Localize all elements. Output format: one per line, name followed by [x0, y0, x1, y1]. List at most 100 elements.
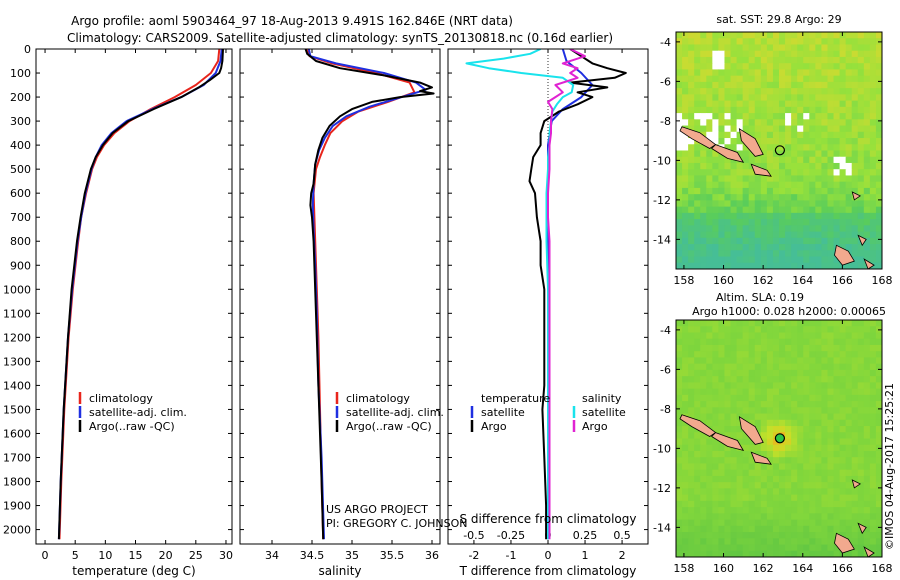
map-cell: [809, 388, 816, 396]
map-cell: [791, 544, 798, 552]
map-cell: [809, 444, 816, 452]
map-cell: [772, 494, 780, 502]
map-cell: [815, 156, 823, 164]
map-cell: [863, 244, 871, 251]
map-cell: [718, 475, 726, 483]
map-cell: [748, 256, 756, 264]
map-cell: [748, 357, 756, 365]
map-cell: [688, 156, 695, 164]
map-cell: [742, 244, 750, 251]
map-cell: [815, 513, 823, 521]
map-cell: [815, 450, 823, 458]
y-tick-label: 1500: [3, 403, 31, 416]
map-cell: [700, 256, 707, 264]
map-cell: [803, 413, 810, 421]
map-cell: [760, 138, 768, 145]
map-cell: [688, 426, 695, 433]
map-cell: [736, 244, 744, 251]
map-cell: [712, 194, 720, 201]
map-cell: [875, 212, 882, 220]
map-cell: [718, 131, 726, 139]
map-cell: [857, 81, 865, 89]
map-cell: [833, 469, 841, 477]
map-cell: [857, 326, 865, 334]
map-cell: [839, 519, 847, 527]
island-shape: [851, 191, 861, 201]
x-tick-label: 25: [189, 549, 203, 562]
map-cell: [682, 150, 689, 158]
map-cell: [700, 225, 707, 233]
map-cell: [839, 419, 847, 427]
map-cell: [706, 494, 713, 502]
map-cell: [772, 32, 780, 39]
map-cell: [785, 225, 792, 233]
map-cell: [851, 338, 859, 346]
map-cell: [694, 38, 701, 46]
map-cell: [821, 519, 829, 527]
map-cell: [700, 482, 707, 489]
map-cell: [785, 401, 792, 408]
map-cell: [827, 231, 835, 239]
map-cell: [863, 231, 871, 239]
map-cell: [797, 200, 804, 208]
map-cell: [815, 475, 823, 483]
map-cell: [821, 69, 829, 77]
map-cell: [845, 106, 853, 114]
map-cell: [827, 351, 835, 359]
map-cell: [748, 88, 756, 95]
map-cell: [833, 419, 841, 427]
map-cell: [851, 119, 859, 127]
map-cell: [682, 494, 689, 502]
map-cell: [833, 326, 841, 334]
x-tick-label: 20: [159, 549, 173, 562]
map-cell: [748, 56, 756, 64]
map-cell: [779, 488, 786, 496]
map-cell: [815, 88, 823, 95]
map-cell: [730, 206, 738, 214]
map-cell: [712, 550, 720, 557]
map-cell: [700, 513, 707, 521]
map-cell: [754, 256, 762, 264]
map-cell: [851, 469, 859, 477]
map-cell: [791, 494, 798, 502]
map-cell: [839, 401, 847, 408]
map-cell: [718, 94, 726, 102]
map-cell: [766, 32, 774, 39]
map-cell: [724, 144, 732, 152]
map-cell: [869, 225, 877, 233]
map-cell: [688, 369, 695, 377]
map-cell: [712, 413, 720, 421]
map-cell: [779, 357, 786, 365]
map-cell: [766, 419, 774, 427]
map-cell: [718, 100, 726, 108]
map-cell: [779, 187, 786, 195]
map-cell: [718, 162, 726, 170]
map-cell: [676, 500, 683, 508]
map-cell: [772, 94, 780, 102]
map-cell: [766, 351, 774, 359]
map-cell: [718, 463, 726, 471]
map-cell: [851, 113, 859, 120]
map-cell: [706, 206, 713, 214]
map-cell: [851, 262, 859, 269]
map-cell: [863, 256, 871, 264]
map-cell: [736, 513, 744, 521]
map-cell: [839, 50, 847, 58]
map-cell: [682, 106, 689, 114]
map-cell: [845, 320, 853, 327]
map-cell: [706, 376, 713, 383]
y-tick-label: 1200: [3, 331, 31, 344]
map-cell: [827, 419, 835, 427]
map-cell: [851, 63, 859, 71]
map-cell: [809, 463, 816, 471]
map-cell: [706, 394, 713, 402]
map-cell: [712, 450, 720, 458]
map-cell: [736, 457, 744, 465]
map-cell: [863, 475, 871, 483]
map-cell: [791, 237, 798, 245]
map-cell: [779, 413, 786, 421]
map-cell: [730, 338, 738, 346]
map-cell: [700, 144, 707, 152]
map-cell: [785, 320, 792, 327]
